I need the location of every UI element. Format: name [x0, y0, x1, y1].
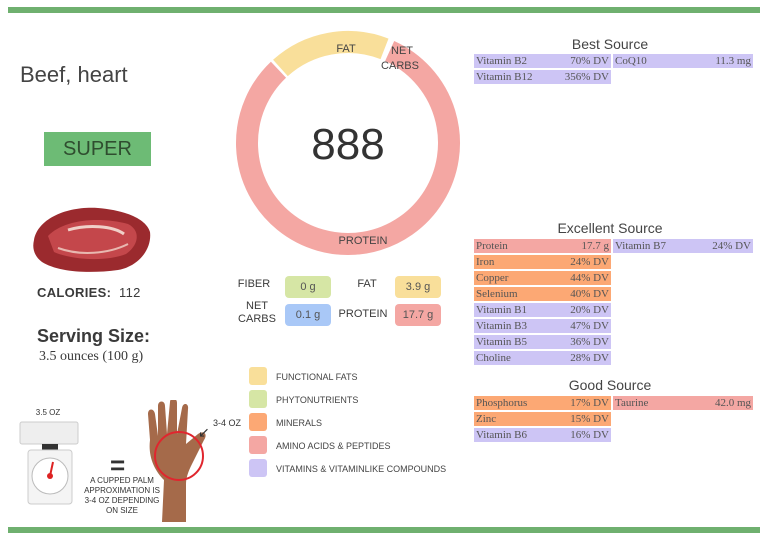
calories-label: CALORIES: — [37, 285, 112, 300]
palm-note: A CUPPED PALM APPROXIMATION IS 3-4 OZ DE… — [84, 476, 160, 515]
nutrient-value: 40% DV — [570, 288, 609, 300]
excellent-source-title: Excellent Source — [557, 220, 663, 236]
net-carbs-label-2: CARBS — [238, 313, 276, 325]
beef-heart-image — [33, 207, 151, 272]
nutrient-row: Vitamin B12 356% DV — [474, 70, 611, 84]
serving-size-value: 3.5 ounces (100 g) — [39, 349, 144, 364]
best-source-title: Best Source — [571, 36, 649, 52]
donut-center-value: 888 — [311, 120, 384, 169]
nutrient-row: Iron 24% DV — [474, 255, 611, 269]
nutrient-name: Vitamin B12 — [476, 71, 533, 83]
nutrient-name: Vitamin B6 — [476, 429, 527, 441]
nutrient-value: 24% DV — [570, 256, 609, 268]
top-border — [8, 7, 760, 13]
nutrient-value: 15% DV — [570, 413, 609, 425]
donut-label-protein: PROTEIN — [339, 235, 388, 247]
equals-sign: = — [110, 450, 126, 480]
nutrient-value: 28% DV — [570, 352, 609, 364]
food-title: Beef, heart — [20, 62, 128, 87]
nutrient-value: 42.0 mg — [714, 397, 751, 409]
nutrient-value: 356% DV — [564, 71, 609, 83]
nutrient-row: Vitamin B2 70% DV — [474, 54, 611, 68]
palm-label: 3-4 OZ — [212, 418, 241, 428]
fat-label: FAT — [357, 278, 377, 290]
nutrient-row: CoQ10 11.3 mg — [613, 54, 753, 68]
nutrient-value: 24% DV — [712, 240, 751, 252]
nutrient-value: 17.7 g — [581, 240, 610, 252]
donut-label-net: NET — [391, 45, 413, 57]
nutrient-row: Vitamin B1 20% DV — [474, 303, 611, 317]
protein-value: 17.7 g — [395, 304, 441, 326]
serving-size-label: Serving Size: — [37, 326, 151, 346]
rating-badge: SUPER — [44, 132, 151, 166]
net-carbs-label-1: NET — [246, 300, 268, 312]
nutrient-name: Zinc — [476, 413, 497, 425]
scale-label: 3.5 OZ — [35, 408, 61, 417]
fat-value: 3.9 g — [395, 276, 441, 298]
nutrient-row: Copper 44% DV — [474, 271, 611, 285]
hand-image — [148, 400, 206, 522]
nutrient-value: 11.3 mg — [715, 55, 751, 67]
legend-swatch — [249, 367, 267, 385]
nutrient-name: Iron — [476, 256, 495, 268]
fiber-label: FIBER — [237, 278, 271, 290]
nutrient-name: Vitamin B3 — [476, 320, 527, 332]
nutrient-name: Vitamin B1 — [476, 304, 527, 316]
macro-donut-chart: 888 FAT NET CARBS PROTEIN — [236, 31, 460, 255]
nutrient-name: Choline — [476, 352, 511, 364]
nutrient-row: Selenium 40% DV — [474, 287, 611, 301]
nutrient-name: CoQ10 — [615, 55, 647, 67]
kitchen-scale-image — [19, 421, 79, 505]
nutrient-value: 20% DV — [570, 304, 609, 316]
legend-label: AMINO ACIDS & PEPTIDES — [276, 441, 391, 451]
nutrient-name: Phosphorus — [476, 397, 528, 409]
nutrient-row: Phosphorus 17% DV — [474, 396, 611, 410]
nutrient-row: Choline 28% DV — [474, 351, 611, 365]
nutrient-value: 47% DV — [570, 320, 609, 332]
nutrient-row: Vitamin B3 47% DV — [474, 319, 611, 333]
net-carbs-value: 0.1 g — [285, 304, 331, 326]
calories: CALORIES: 112 — [37, 285, 141, 300]
donut-segment-protein — [236, 40, 460, 255]
nutrient-row: Zinc 15% DV — [474, 412, 611, 426]
nutrient-name: Taurine — [615, 397, 649, 409]
legend-label: FUNCTIONAL FATS — [276, 372, 358, 382]
nutrient-value: 70% DV — [570, 55, 609, 67]
legend-swatch — [249, 390, 267, 408]
legend-label: PHYTONUTRIENTS — [276, 395, 359, 405]
nutrient-row: Vitamin B6 16% DV — [474, 428, 611, 442]
net-carbs-label: NET CARBS — [234, 300, 280, 326]
protein-label: PROTEIN — [338, 308, 388, 320]
nutrient-value: 44% DV — [570, 272, 609, 284]
donut-label-carbs: CARBS — [381, 60, 419, 72]
legend-label: VITAMINS & VITAMINLIKE COMPOUNDS — [276, 464, 447, 474]
donut-segment-fat — [273, 31, 389, 77]
nutrient-row: Vitamin B7 24% DV — [613, 239, 753, 253]
nutrient-name: Selenium — [476, 288, 518, 300]
fiber-value: 0 g — [285, 276, 331, 298]
legend-swatch — [249, 413, 267, 431]
legend-label: MINERALS — [276, 418, 323, 428]
bottom-border — [8, 527, 760, 533]
nutrient-value: 17% DV — [570, 397, 609, 409]
nutrient-name: Vitamin B5 — [476, 336, 527, 348]
nutrient-value: 36% DV — [570, 336, 609, 348]
legend-swatch — [249, 436, 267, 454]
legend-swatch — [249, 459, 267, 477]
nutrient-value: 16% DV — [570, 429, 609, 441]
good-source-title: Good Source — [568, 377, 652, 393]
nutrient-row: Protein 17.7 g — [474, 239, 611, 253]
nutrient-name: Vitamin B7 — [615, 240, 666, 252]
calories-value: 112 — [119, 285, 141, 300]
nutrient-row: Vitamin B5 36% DV — [474, 335, 611, 349]
donut-label-fat: FAT — [336, 43, 356, 55]
nutrient-row: Taurine 42.0 mg — [613, 396, 753, 410]
arrow-icon: ↙ — [198, 424, 210, 440]
nutrient-name: Protein — [476, 240, 508, 252]
nutrient-name: Copper — [476, 272, 509, 284]
nutrient-name: Vitamin B2 — [476, 55, 527, 67]
